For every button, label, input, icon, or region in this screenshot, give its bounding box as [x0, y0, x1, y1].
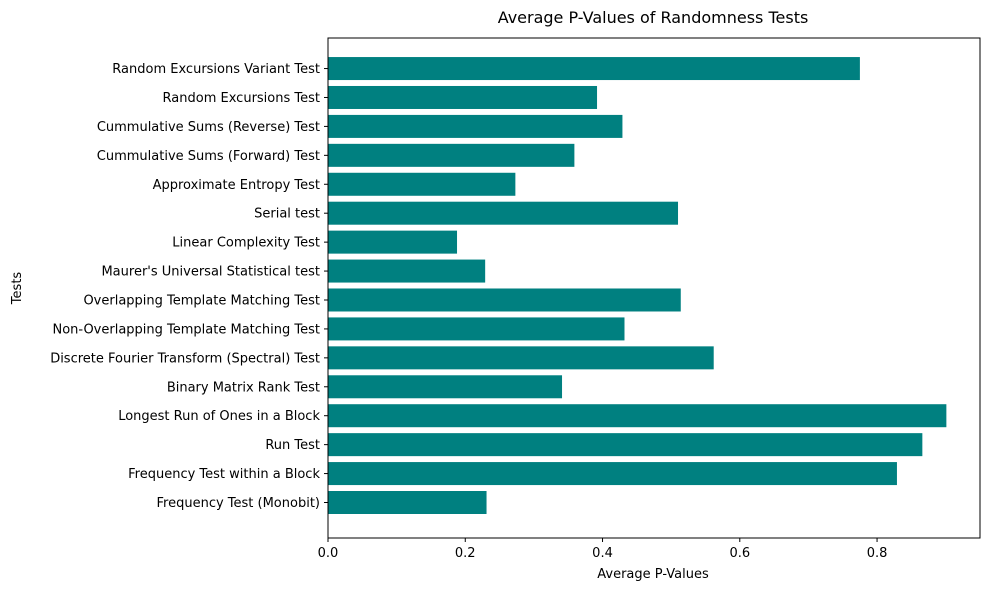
- y-tick-label: Frequency Test within a Block: [128, 467, 320, 482]
- y-tick-label: Run Test: [265, 438, 320, 453]
- bar: [328, 462, 897, 486]
- bar: [328, 230, 458, 254]
- y-axis-title: Tests: [10, 272, 25, 306]
- bar: [328, 143, 575, 167]
- bar: [328, 491, 487, 514]
- y-tick-label: Non-Overlapping Template Matching Test: [52, 322, 320, 337]
- y-axis: Frequency Test (Monobit) Frequency Test w…: [50, 62, 328, 511]
- y-tick-label: Maurer's Universal Statistical test: [101, 265, 320, 280]
- y-tick-label: Random Excursions Test: [163, 91, 320, 106]
- bar: [328, 317, 625, 341]
- bar: [328, 433, 923, 457]
- y-tick-label: Linear Complexity Test: [172, 236, 320, 251]
- bar: [328, 375, 563, 399]
- x-tick-label: 0.4: [592, 546, 613, 561]
- bar: [328, 288, 681, 312]
- y-tick-label: Serial test: [254, 207, 320, 222]
- y-tick-label: Cummulative Sums (Forward) Test: [97, 149, 320, 164]
- x-tick-label: 0.6: [729, 546, 750, 561]
- bar: [328, 201, 679, 225]
- y-tick-label: Binary Matrix Rank Test: [167, 380, 320, 395]
- y-tick-label: Approximate Entropy Test: [153, 178, 320, 193]
- x-tick-label: 0.2: [455, 546, 476, 561]
- y-tick-label: Overlapping Template Matching Test: [83, 293, 320, 308]
- y-tick-label: Longest Run of Ones in a Block: [118, 409, 320, 424]
- x-tick-label: 0.0: [318, 546, 339, 561]
- chart-title: Average P-Values of Randomness Tests: [498, 8, 809, 27]
- bar: [328, 57, 860, 81]
- x-axis: 0.0 0.2 0.4 0.6 0.8: [318, 538, 888, 561]
- bar: [328, 346, 714, 370]
- bar: [328, 114, 623, 138]
- y-tick-label: Frequency Test (Monobit): [157, 496, 321, 511]
- bar: [328, 172, 516, 196]
- x-axis-title: Average P-Values: [597, 567, 709, 582]
- y-tick-label: Discrete Fourier Transform (Spectral) Te…: [50, 351, 320, 366]
- bar: [328, 404, 947, 428]
- bar: [328, 259, 486, 283]
- plot-frame: [327, 37, 981, 539]
- bars-layer: [328, 57, 947, 514]
- y-tick-label: Cummulative Sums (Reverse) Test: [97, 120, 320, 135]
- x-tick-label: 0.8: [867, 546, 888, 561]
- bar: [328, 85, 598, 109]
- y-tick-label: Random Excursions Variant Test: [112, 62, 320, 77]
